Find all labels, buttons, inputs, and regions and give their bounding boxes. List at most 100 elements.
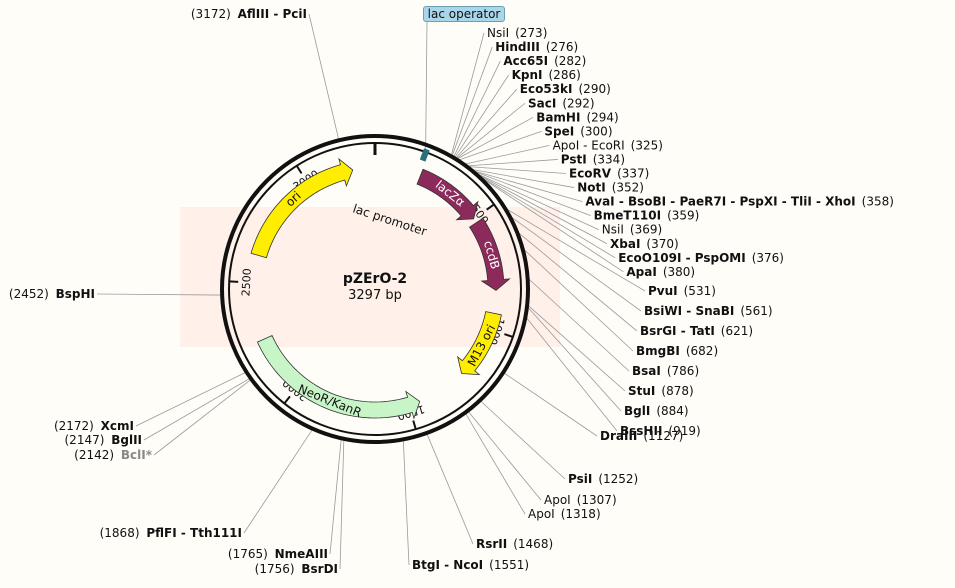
tick-mark [486,203,495,211]
site-label: BtgI - NcoI (1551) [412,558,529,572]
site-label: (1868) PflFI - Tth111I [100,526,242,540]
site-leader [525,316,618,432]
site-leader [471,170,591,217]
site-position: (884) [656,404,688,418]
site-label: NsiI (369) [602,223,662,237]
site-leader [455,88,518,160]
site-name: AflIII - PciI [238,7,307,21]
site-label: (1765) NmeAIII [228,547,328,561]
site-name: BmgBI [636,344,680,358]
site-position: (276) [546,40,578,54]
site-leader [471,169,583,202]
site-leader [508,215,642,312]
feature-arrow [250,157,354,259]
site-label: RsrII (1468) [476,537,553,551]
site-leader [526,304,626,392]
lac-promoter-label: lac promoter [351,202,428,239]
site-leader [465,159,558,167]
site-name: NmeAIII [275,547,328,561]
feature-arrow [457,311,502,376]
site-leader [475,173,616,259]
site-label: KpnI (286) [512,68,581,82]
site-leader [455,102,526,160]
site-position: (352) [612,181,644,195]
site-name: Acc65I [503,54,548,68]
site-label: ApaI (380) [626,265,695,279]
site-label: BsaI (786) [632,364,699,378]
site-name: StuI [628,384,655,398]
site-label: Eco53kI (290) [520,82,611,96]
site-position: (2142) [74,448,118,462]
site-name: KpnI [512,68,543,82]
site-leader [135,371,247,427]
site-label: PstI (334) [561,152,625,166]
site-label: (3172) AflIII - PciI [191,7,307,21]
site-position: (1307) [577,493,617,507]
site-name: NotI [577,181,606,195]
site-position: (561) [740,304,772,318]
site-leader [473,171,599,231]
site-label: StuI (878) [628,384,694,398]
site-name: NsiI [602,223,624,237]
site-leaders [96,13,646,570]
site-label: XbaI (370) [610,237,679,251]
site-label: DraIII (1127) [600,429,683,443]
site-label: ApoI - EcoRI (325) [553,138,663,152]
site-name: Eco53kI [520,82,573,96]
site-position: (682) [686,344,718,358]
feature-arrow [416,168,479,221]
site-name: AvaI - BsoBI - PaeR7I - PspXI - TliI - X… [585,195,855,209]
site-leader [463,145,550,165]
site-label: ApoI (1318) [528,507,601,521]
site-position: (300) [580,124,612,138]
site-name: BsrGI - TatI [640,324,715,338]
site-name: PvuI [648,284,678,298]
site-leader [243,428,314,534]
backbone-outer-ring [220,134,530,444]
site-label: (2142) BclI* [74,448,153,462]
site-label: SacI (292) [528,96,595,110]
site-position: (878) [661,384,693,398]
site-leader [527,277,630,372]
site-name: EcoRV [569,167,612,181]
site-position: (282) [554,54,586,68]
site-leader [476,174,624,273]
site-name: DraIII [600,429,637,443]
site-position: (919) [668,424,700,438]
site-label: PvuI (531) [648,284,716,298]
site-position: (1551) [489,558,529,572]
site-position: (531) [684,284,716,298]
site-position: (1468) [513,537,553,551]
site-leader [526,306,622,412]
site-name: BtgI - NcoI [412,558,483,572]
site-name: XbaI [610,237,640,251]
site-leader [504,207,646,292]
site-name: XcmI [101,419,134,433]
site-name: ApoI - EcoRI [553,138,625,152]
site-label: EcoRV (337) [569,167,649,181]
site-leader [473,172,608,245]
site-leader [339,438,345,570]
site-name: ApoI [544,493,571,507]
site-position: (1318) [561,507,601,521]
site-position: (621) [721,324,753,338]
site-leader [453,74,509,159]
site-name: BglI [624,404,650,418]
site-position: (376) [752,251,784,265]
site-name: HindIII [495,40,540,54]
site-name: SacI [528,96,556,110]
site-name: NsiI [487,26,509,40]
site-name: BamHI [536,110,580,124]
site-label: BsiWI - SnaBI (561) [644,304,773,318]
site-position: (358) [862,195,894,209]
plasmid-name: pZErO-2 [343,271,407,287]
site-position: (292) [562,96,594,110]
site-leader [466,166,567,174]
tick-label: 2500 [239,268,253,297]
site-leader [329,438,342,555]
plasmid-size: 3297 bp [348,288,402,303]
site-name: BmeT110I [594,209,662,223]
site-position: (1868) [100,526,144,540]
site-position: (359) [667,209,699,223]
